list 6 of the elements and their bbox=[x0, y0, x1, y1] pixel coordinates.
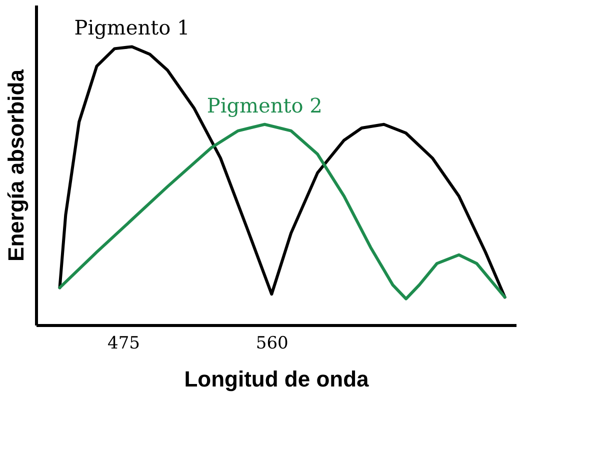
series-label: Pigmento 2 bbox=[206, 93, 322, 118]
series-label: Pigmento 1 bbox=[74, 16, 190, 40]
x-tick-label: 560 bbox=[256, 334, 288, 354]
x-tick-label: 475 bbox=[108, 334, 140, 354]
x-axis-title: Longitud de onda bbox=[184, 366, 370, 392]
y-axis-title: Energía absorbida bbox=[4, 68, 28, 262]
